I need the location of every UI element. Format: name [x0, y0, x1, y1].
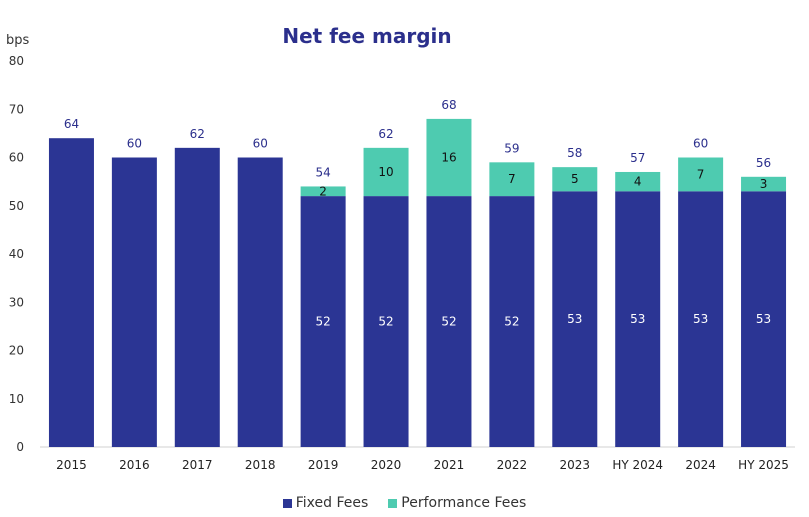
bar-fixed-fees: [552, 191, 598, 447]
data-label-performance: 2: [319, 184, 327, 198]
bar-fixed-fees: [300, 196, 346, 447]
data-label-performance: 7: [697, 167, 705, 181]
legend-label: Performance Fees: [401, 495, 527, 511]
y-tick-label: 30: [9, 295, 24, 309]
data-label-total: 64: [64, 117, 79, 131]
bar-fixed-fees: [489, 196, 535, 447]
data-label-total: 60: [127, 137, 142, 151]
data-label-performance: 7: [508, 172, 516, 186]
bar-fixed-fees: [48, 138, 94, 447]
data-label-fixed: 52: [315, 315, 330, 329]
data-label-total: 56: [756, 156, 771, 170]
data-label-total: 59: [504, 141, 519, 155]
data-label-fixed: 52: [441, 315, 456, 329]
bar-fixed-fees: [678, 191, 724, 447]
data-label-total: 62: [378, 127, 393, 141]
legend-swatch: [282, 498, 292, 508]
x-tick-label: 2018: [245, 458, 276, 472]
bar-fixed-fees: [741, 191, 787, 447]
data-label-total: 60: [253, 137, 268, 151]
legend-swatch: [388, 498, 398, 508]
legend-item: Performance Fees: [388, 495, 526, 511]
bar-performance-fees: [678, 157, 724, 192]
x-tick-label: HY 2025: [738, 458, 789, 472]
legend: Fixed Fees Performance Fees: [0, 495, 809, 512]
y-tick-label: 70: [9, 102, 24, 116]
data-label-total: 54: [315, 165, 330, 179]
y-tick-label: 40: [9, 247, 24, 261]
x-tick-label: 2019: [308, 458, 339, 472]
y-tick-label: 0: [16, 440, 24, 454]
bar-performance-fees: [741, 176, 787, 192]
data-label-fixed: 53: [693, 312, 708, 326]
data-label-performance: 3: [760, 177, 768, 191]
x-tick-label: 2017: [182, 458, 213, 472]
bar-performance-fees: [489, 162, 535, 197]
data-label-total: 58: [567, 146, 582, 160]
bar-performance-fees: [426, 118, 472, 197]
legend-item: Fixed Fees: [282, 495, 369, 511]
x-tick-label: 2016: [119, 458, 150, 472]
data-label-performance: 16: [441, 151, 456, 165]
bar-fixed-fees: [174, 147, 220, 447]
y-tick-label: 20: [9, 344, 24, 358]
y-tick-label: 10: [9, 392, 24, 406]
data-label-total: 68: [441, 98, 456, 112]
legend-label: Fixed Fees: [295, 495, 369, 511]
x-tick-label: 2023: [560, 458, 591, 472]
y-tick-label: 80: [9, 54, 24, 68]
bar-performance-fees: [615, 171, 661, 192]
x-tick-label: 2022: [497, 458, 528, 472]
bar-performance-fees: [552, 167, 598, 192]
bar-fixed-fees: [615, 191, 661, 447]
x-tick-label: 2020: [371, 458, 402, 472]
y-tick-label: 50: [9, 199, 24, 213]
bar-fixed-fees: [426, 196, 472, 447]
x-tick-label: 2021: [434, 458, 465, 472]
x-tick-label: 2024: [685, 458, 716, 472]
bar-fixed-fees: [111, 157, 157, 447]
bar-fixed-fees: [237, 157, 283, 447]
data-label-total: 62: [190, 127, 205, 141]
y-axis-unit-label: bps: [6, 33, 30, 48]
bar-performance-fees: [363, 147, 409, 197]
bar-performance-fees: [300, 186, 346, 197]
data-label-total: 60: [693, 137, 708, 151]
data-label-performance: 4: [634, 175, 642, 189]
data-label-fixed: 52: [378, 315, 393, 329]
data-label-fixed: 53: [630, 312, 645, 326]
x-tick-label: 2015: [56, 458, 87, 472]
chart-title: Net fee margin: [282, 24, 452, 48]
x-tick-label: HY 2024: [612, 458, 663, 472]
data-label-fixed: 53: [756, 312, 771, 326]
data-label-performance: 5: [571, 172, 579, 186]
bar-fixed-fees: [363, 196, 409, 447]
data-label-performance: 10: [378, 165, 393, 179]
y-tick-label: 60: [9, 151, 24, 165]
data-label-total: 57: [630, 151, 645, 165]
data-label-fixed: 52: [504, 315, 519, 329]
data-label-fixed: 53: [567, 312, 582, 326]
